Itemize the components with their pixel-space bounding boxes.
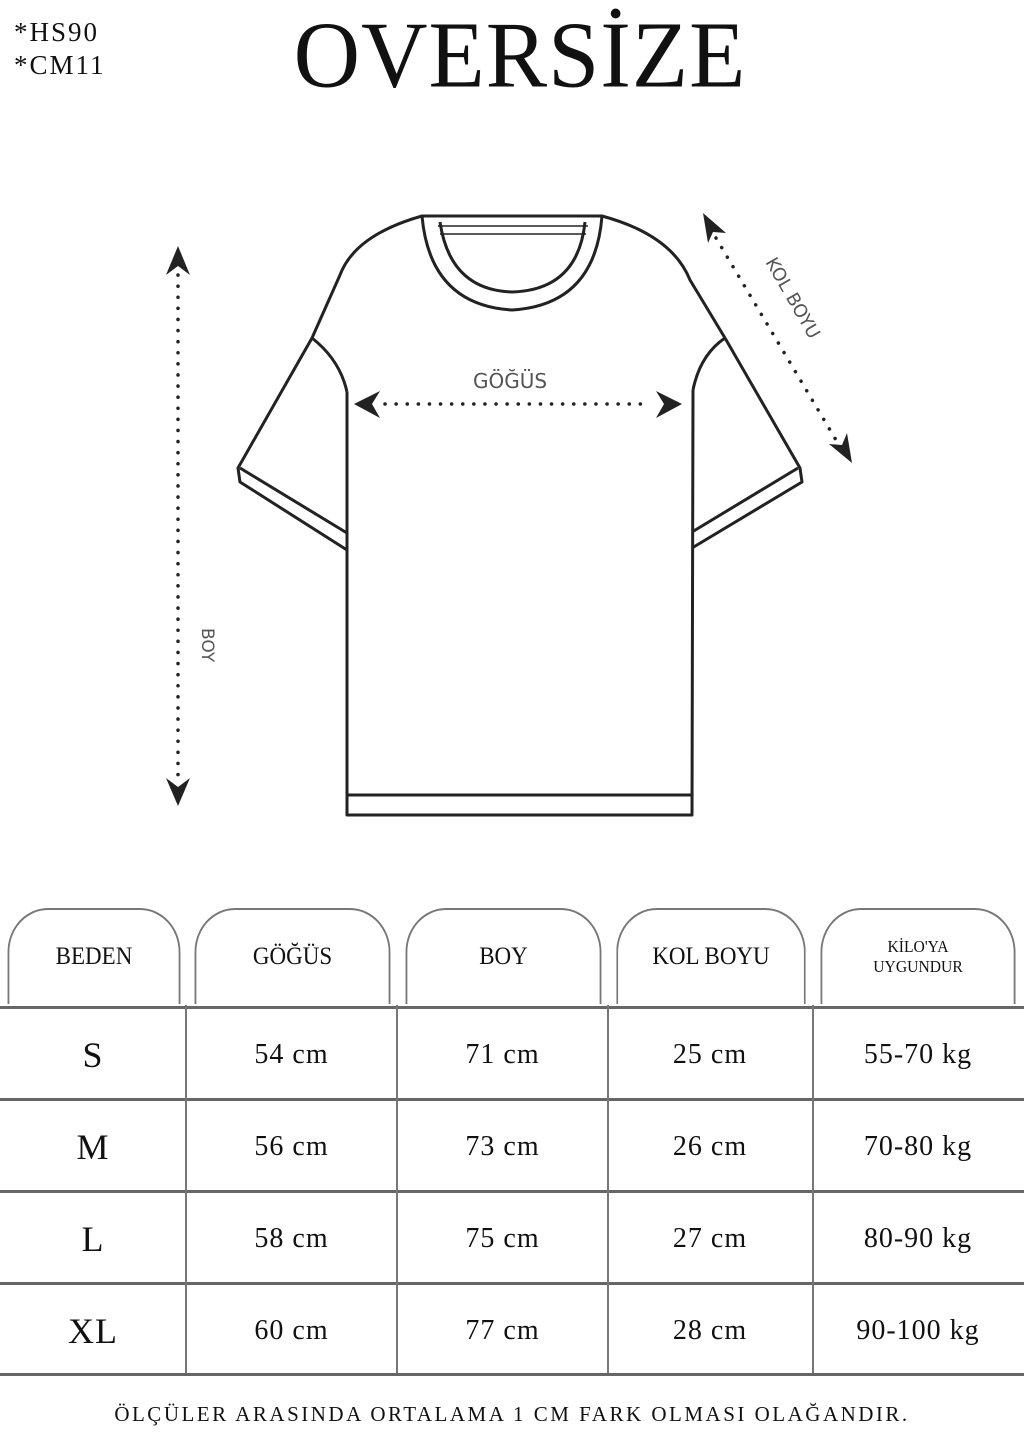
product-codes: *HS90 *CM11 (14, 16, 106, 82)
cell-size: S (82, 1035, 104, 1075)
cell-sleeve: 27 cm (672, 1223, 748, 1254)
chest-label: GÖĞÜS (473, 369, 547, 393)
cell-length: 75 cm (465, 1223, 540, 1254)
cell-weight: 70-80 kg (863, 1131, 973, 1162)
cell-chest: 58 cm (254, 1223, 329, 1254)
cell-weight: 90-100 kg (856, 1315, 980, 1346)
length-arrow (166, 246, 190, 806)
cell-sleeve: 26 cm (672, 1131, 748, 1162)
table-bottom-border (0, 1373, 1024, 1376)
column-divider (396, 1005, 398, 1375)
cell-chest: 54 cm (254, 1039, 329, 1070)
header-chest: GÖĞÜS (194, 908, 391, 1004)
header-weight: KİLO'YA UYGUNDUR (820, 908, 1016, 1004)
table-row: XL 60 cm 77 cm 28 cm 90-100 kg (0, 1282, 1024, 1374)
footer-note: ÖLÇÜLER ARASINDA ORTALAMA 1 CM FARK OLMA… (114, 1402, 910, 1426)
header-size: BEDEN (7, 908, 181, 1004)
table-row: S 54 cm 71 cm 25 cm 55-70 kg (0, 1006, 1024, 1098)
length-label: BOY (197, 628, 217, 663)
cell-length: 71 cm (465, 1039, 540, 1070)
cell-sleeve: 25 cm (672, 1039, 748, 1070)
table-row: L 58 cm 75 cm 27 cm 80-90 kg (0, 1190, 1024, 1282)
chest-arrow (354, 391, 682, 418)
size-table: BEDEN GÖĞÜS BOY KOL BOYU KİLO'YA UYGUNDU… (0, 908, 1024, 1374)
column-divider (812, 1005, 814, 1375)
cell-size: XL (68, 1311, 118, 1351)
sleeve-length-arrow (703, 213, 852, 463)
cell-length: 73 cm (465, 1131, 540, 1162)
cell-size: L (81, 1219, 105, 1259)
sleeve-label: KOL BOYU (761, 254, 824, 343)
tshirt-diagram: GÖĞÜS KOL BOYU BOY (166, 213, 852, 817)
column-divider (185, 1005, 187, 1375)
cell-chest: 56 cm (254, 1131, 329, 1162)
tshirt-outline (236, 214, 804, 817)
cell-weight: 80-90 kg (863, 1223, 973, 1254)
header-length: BOY (405, 908, 602, 1004)
product-code: *CM11 (14, 50, 106, 80)
header-sleeve: KOL BOYU (616, 908, 806, 1004)
cell-chest: 60 cm (254, 1315, 329, 1346)
column-divider (607, 1005, 609, 1375)
page-title: OVERSİZE (293, 2, 747, 108)
cell-size: M (76, 1127, 110, 1167)
cell-sleeve: 28 cm (672, 1315, 748, 1346)
cell-length: 77 cm (465, 1315, 540, 1346)
cell-weight: 55-70 kg (863, 1039, 973, 1070)
table-row: M 56 cm 73 cm 26 cm 70-80 kg (0, 1098, 1024, 1190)
product-code: *HS90 (14, 17, 100, 47)
table-header: BEDEN GÖĞÜS BOY KOL BOYU KİLO'YA UYGUNDU… (0, 908, 1024, 1006)
